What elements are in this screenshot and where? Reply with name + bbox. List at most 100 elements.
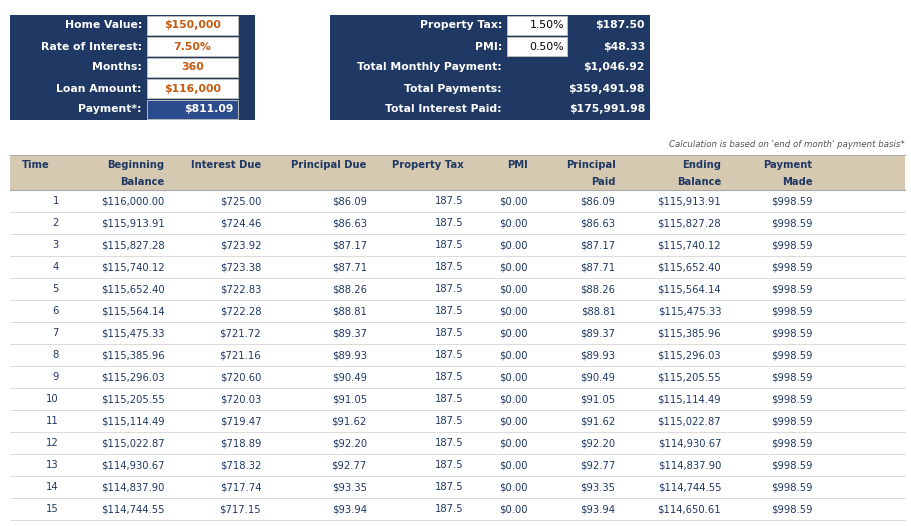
Text: Loan Amount:: Loan Amount:: [56, 84, 142, 94]
Bar: [10, 15, 255, 120]
Text: $115,564.14: $115,564.14: [101, 306, 164, 316]
Text: Property Tax:: Property Tax:: [419, 21, 501, 31]
Text: Made: Made: [781, 177, 812, 187]
Bar: [147, 79, 238, 98]
Text: Balance: Balance: [676, 177, 721, 187]
Text: $718.32: $718.32: [220, 460, 261, 470]
Text: $998.59: $998.59: [770, 218, 812, 228]
Text: $717.15: $717.15: [220, 504, 261, 514]
Text: 2: 2: [53, 218, 59, 228]
Text: $998.59: $998.59: [770, 438, 812, 448]
Text: $88.26: $88.26: [580, 284, 615, 294]
Text: $998.59: $998.59: [770, 328, 812, 338]
Text: $92.77: $92.77: [332, 460, 366, 470]
Text: $0.00: $0.00: [499, 482, 527, 492]
Text: $998.59: $998.59: [770, 306, 812, 316]
Text: 9: 9: [53, 372, 59, 382]
Text: $115,385.96: $115,385.96: [101, 350, 164, 360]
Text: $114,930.67: $114,930.67: [101, 460, 164, 470]
Text: $91.05: $91.05: [332, 394, 366, 404]
Text: 187.5: 187.5: [435, 416, 463, 426]
Text: 360: 360: [181, 63, 204, 73]
Text: $115,475.33: $115,475.33: [101, 328, 164, 338]
Text: Beginning: Beginning: [107, 160, 164, 170]
Bar: [147, 16, 238, 35]
Bar: [147, 100, 238, 119]
Text: $0.00: $0.00: [499, 196, 527, 206]
Text: $722.83: $722.83: [220, 284, 261, 294]
Text: 8: 8: [53, 350, 59, 360]
Text: 187.5: 187.5: [435, 394, 463, 404]
Text: $718.89: $718.89: [220, 438, 261, 448]
Text: 187.5: 187.5: [435, 504, 463, 514]
Text: $116,000.00: $116,000.00: [101, 196, 164, 206]
Text: 15: 15: [46, 504, 59, 514]
Text: $115,652.40: $115,652.40: [101, 284, 164, 294]
Text: Months:: Months:: [92, 63, 142, 73]
Text: $998.59: $998.59: [770, 372, 812, 382]
Text: Total Payments:: Total Payments:: [404, 84, 501, 94]
Text: $88.26: $88.26: [332, 284, 366, 294]
Text: $115,827.28: $115,827.28: [101, 240, 164, 250]
Text: $92.77: $92.77: [579, 460, 615, 470]
Text: $115,205.55: $115,205.55: [657, 372, 721, 382]
Text: Paid: Paid: [590, 177, 615, 187]
Text: Time: Time: [22, 160, 50, 170]
Text: Property Tax: Property Tax: [391, 160, 463, 170]
Text: 11: 11: [46, 416, 59, 426]
Text: Payment*:: Payment*:: [78, 105, 142, 115]
Text: 187.5: 187.5: [435, 218, 463, 228]
Text: 6: 6: [53, 306, 59, 316]
Text: 187.5: 187.5: [435, 240, 463, 250]
Text: $87.71: $87.71: [332, 262, 366, 272]
Text: $92.20: $92.20: [579, 438, 615, 448]
Text: $811.09: $811.09: [184, 105, 234, 115]
Text: $115,022.87: $115,022.87: [101, 438, 164, 448]
Text: $91.62: $91.62: [579, 416, 615, 426]
Text: 1: 1: [53, 196, 59, 206]
Text: $88.81: $88.81: [580, 306, 615, 316]
Text: $998.59: $998.59: [770, 262, 812, 272]
Text: Total Monthly Payment:: Total Monthly Payment:: [357, 63, 501, 73]
Text: $115,296.03: $115,296.03: [101, 372, 164, 382]
Bar: [147, 37, 238, 56]
Text: 187.5: 187.5: [435, 350, 463, 360]
Text: 187.5: 187.5: [435, 460, 463, 470]
Text: $114,744.55: $114,744.55: [101, 504, 164, 514]
Text: $115,564.14: $115,564.14: [657, 284, 721, 294]
Text: $93.94: $93.94: [332, 504, 366, 514]
Text: $114,650.61: $114,650.61: [657, 504, 721, 514]
Text: $0.00: $0.00: [499, 372, 527, 382]
Text: $90.49: $90.49: [580, 372, 615, 382]
Text: $115,114.49: $115,114.49: [657, 394, 721, 404]
Text: $115,475.33: $115,475.33: [657, 306, 721, 316]
Text: $89.93: $89.93: [332, 350, 366, 360]
Text: $115,385.96: $115,385.96: [657, 328, 721, 338]
Text: $48.33: $48.33: [602, 42, 644, 52]
Text: $88.81: $88.81: [332, 306, 366, 316]
Text: $93.35: $93.35: [580, 482, 615, 492]
Text: $724.46: $724.46: [220, 218, 261, 228]
Text: $115,740.12: $115,740.12: [101, 262, 164, 272]
Text: $115,827.28: $115,827.28: [657, 218, 721, 228]
Text: $92.20: $92.20: [332, 438, 366, 448]
Text: $115,022.87: $115,022.87: [657, 416, 721, 426]
Bar: [10, 155, 904, 190]
Text: $90.49: $90.49: [332, 372, 366, 382]
Text: $86.63: $86.63: [332, 218, 366, 228]
Text: $998.59: $998.59: [770, 416, 812, 426]
Text: $719.47: $719.47: [220, 416, 261, 426]
Text: $0.00: $0.00: [499, 306, 527, 316]
Bar: [147, 58, 238, 77]
Text: 5: 5: [53, 284, 59, 294]
Text: $0.00: $0.00: [499, 350, 527, 360]
Text: Payment: Payment: [763, 160, 812, 170]
Text: $87.17: $87.17: [332, 240, 366, 250]
Text: $998.59: $998.59: [770, 284, 812, 294]
Text: $717.74: $717.74: [220, 482, 261, 492]
Text: $359,491.98: $359,491.98: [568, 84, 644, 94]
Text: $187.50: $187.50: [595, 21, 644, 31]
Bar: [507, 37, 567, 56]
Text: $114,837.90: $114,837.90: [657, 460, 721, 470]
Text: Interest Due: Interest Due: [190, 160, 261, 170]
